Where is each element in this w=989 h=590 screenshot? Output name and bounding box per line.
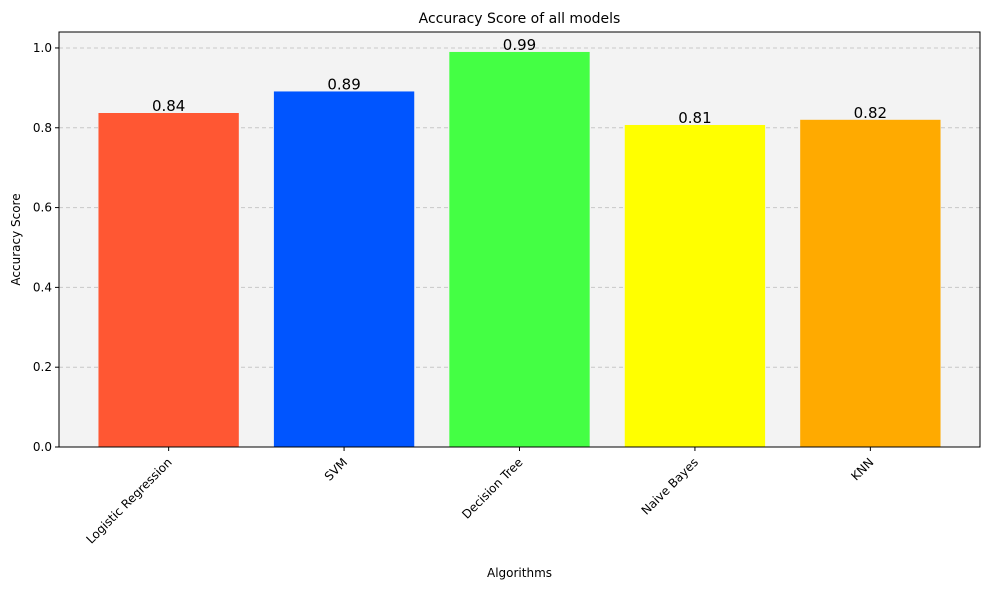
y-tick-label: 1.0 bbox=[33, 41, 52, 55]
bar-value-label: 0.81 bbox=[678, 109, 711, 127]
bar-value-label: 0.99 bbox=[503, 36, 536, 54]
bar-logistic-regression bbox=[98, 113, 239, 447]
y-tick-label: 0.4 bbox=[33, 280, 52, 294]
y-tick-label: 0.8 bbox=[33, 121, 52, 135]
bar-knn bbox=[800, 119, 941, 448]
bar-value-label: 0.82 bbox=[854, 104, 887, 122]
bar-value-label: 0.89 bbox=[327, 75, 360, 93]
x-tick-label: KNN bbox=[848, 455, 876, 483]
bar-naive-bayes bbox=[624, 124, 766, 448]
x-tick-label: Logistic Regression bbox=[83, 455, 174, 546]
x-tick-label: Decision Tree bbox=[459, 455, 525, 521]
bar-svm bbox=[273, 91, 415, 448]
y-tick-label: 0.2 bbox=[33, 360, 52, 374]
x-tick-label: Naive Bayes bbox=[639, 455, 701, 517]
x-axis: Logistic Regression SVM Decision Tree Naive… bbox=[83, 447, 876, 547]
chart-title: Accuracy Score of all models bbox=[419, 11, 621, 27]
x-axis-label: Algorithms bbox=[487, 566, 552, 580]
bar-decision-tree bbox=[449, 51, 590, 447]
bar-labels: 0.84 0.89 0.99 0.81 0.82 bbox=[152, 36, 887, 127]
y-axis-label: Accuracy Score bbox=[9, 193, 23, 285]
bar-value-label: 0.84 bbox=[152, 97, 185, 115]
x-tick-label: SVM bbox=[322, 455, 350, 483]
bars bbox=[98, 51, 941, 448]
y-tick-label: 0.6 bbox=[33, 201, 52, 215]
y-axis: 0.0 0.2 0.4 0.6 0.8 1.0 bbox=[33, 41, 59, 454]
y-tick-label: 0.0 bbox=[33, 440, 52, 454]
